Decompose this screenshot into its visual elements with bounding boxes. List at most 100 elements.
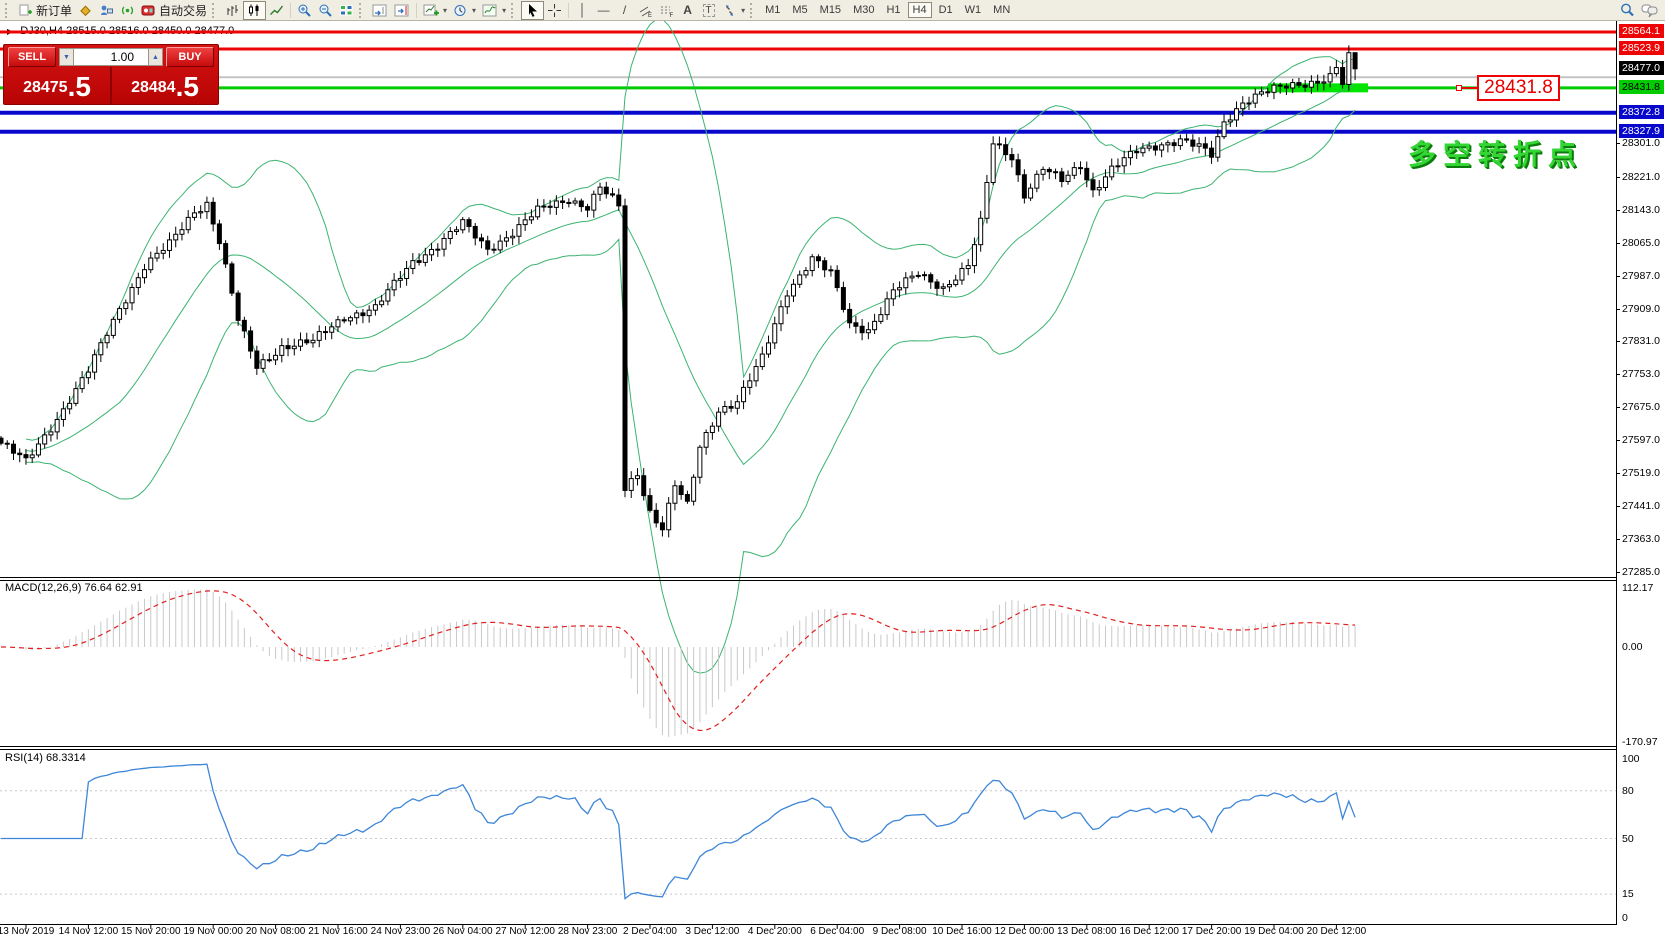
- turning-point-annotation[interactable]: 多空转折点: [1407, 139, 1583, 170]
- toolbar-grip[interactable]: [750, 2, 755, 18]
- fibonacci-button[interactable]: F: [656, 1, 677, 20]
- trendline-icon: /: [622, 3, 627, 17]
- price-tick-mark: [1617, 242, 1620, 244]
- zoom-in-icon: [298, 4, 311, 17]
- sell-price-decimal: .5: [67, 71, 91, 102]
- toolbar-grip[interactable]: [359, 2, 364, 18]
- tile-windows-icon: [340, 4, 353, 15]
- volume-increase-button[interactable]: ▲: [148, 48, 163, 66]
- svg-text:E: E: [648, 13, 652, 18]
- periodicity-button[interactable]: ▾: [450, 1, 479, 20]
- sell-price-main: 28475: [23, 79, 68, 96]
- time-axis-label: 17 Dec 20:00: [1181, 926, 1242, 937]
- price-tick-mark: [1617, 341, 1620, 343]
- price-callout-anchor: [1456, 84, 1462, 91]
- cursor-icon: [529, 3, 538, 17]
- tab-timeframe-M30[interactable]: M30: [853, 4, 875, 16]
- time-axis-label: 4 Dec 20:00: [747, 926, 802, 937]
- crosshair-icon: [548, 3, 562, 17]
- price-axis[interactable]: 28301.0 28221.0 28143.0 28065.0 27987.0 27909…: [1617, 21, 1665, 924]
- new-chart-icon: [423, 4, 440, 15]
- depth-of-market-button[interactable]: [75, 1, 96, 20]
- new-order-icon: [19, 4, 32, 15]
- rsi-scale-label: 15: [1622, 888, 1634, 901]
- text-icon: A: [683, 3, 692, 17]
- price-tick-label: 28143.0: [1622, 203, 1660, 216]
- vertical-line-icon: │: [578, 3, 587, 17]
- sell-button[interactable]: SELL: [8, 47, 56, 67]
- trendline-button[interactable]: /: [614, 1, 635, 20]
- time-axis-label: 6 Dec 04:00: [810, 926, 865, 937]
- price-tick-mark: [1617, 539, 1620, 541]
- horizontal-line-icon: —: [597, 3, 610, 17]
- tab-timeframe-W1[interactable]: W1: [964, 4, 982, 16]
- text-button[interactable]: A: [677, 1, 698, 20]
- tab-timeframe-M5[interactable]: M5: [792, 4, 808, 16]
- bar-chart-button[interactable]: [222, 1, 243, 20]
- chart-surface[interactable]: [0, 21, 1665, 942]
- channel-button[interactable]: E: [635, 1, 656, 20]
- volume-decrease-button[interactable]: ▼: [59, 48, 74, 66]
- buy-button[interactable]: BUY: [166, 47, 214, 67]
- zoom-in-button[interactable]: [294, 1, 315, 20]
- tab-timeframe-M1[interactable]: M1: [765, 4, 781, 16]
- price-tick-mark: [1617, 374, 1620, 376]
- zoom-out-icon: [319, 4, 332, 17]
- arrows-button[interactable]: ▾: [719, 1, 748, 20]
- new-order-button[interactable]: 新订单: [15, 1, 75, 20]
- rsi-scale-label: 100: [1622, 753, 1640, 765]
- search-button[interactable]: [1616, 1, 1638, 20]
- volume-input[interactable]: 1.00: [74, 48, 148, 66]
- time-axis-label: 9 Dec 08:00: [872, 926, 927, 937]
- timeframe-group: M1 M5 M15 M30 H1 H4 D1 W1 MN: [760, 2, 1015, 18]
- time-axis-label: 15 Nov 20:00: [121, 926, 181, 937]
- price-tick-label: 28301.0: [1622, 137, 1660, 150]
- chat-icon: [1641, 4, 1658, 18]
- cursor-button[interactable]: [521, 0, 545, 20]
- vertical-line-button[interactable]: │: [572, 1, 593, 20]
- templates-button[interactable]: ▾: [479, 1, 509, 20]
- tab-timeframe-H1[interactable]: H1: [886, 4, 901, 16]
- price-tick-mark: [1617, 176, 1620, 178]
- volume-stepper: ▼ 1.00 ▲: [59, 48, 163, 66]
- price-tick-label: 28221.0: [1622, 170, 1660, 183]
- tab-timeframe-D1[interactable]: D1: [938, 4, 953, 16]
- price-badge-red: 28523.9: [1619, 40, 1664, 55]
- new-order-label: 新订单: [36, 3, 73, 18]
- caret-down-icon: ▾: [502, 5, 507, 15]
- sell-price[interactable]: 28475.5: [4, 67, 110, 104]
- time-axis-label: 24 Nov 23:00: [370, 926, 431, 937]
- autotrading-button[interactable]: 自动交易: [138, 1, 210, 20]
- tab-timeframe-MN[interactable]: MN: [993, 4, 1011, 16]
- toolbar-grip[interactable]: [212, 2, 217, 18]
- tab-timeframe-H4[interactable]: H4: [907, 2, 932, 18]
- autotrading-label: 自动交易: [159, 3, 208, 18]
- autoscroll-button[interactable]: [369, 1, 391, 20]
- time-axis-label: 19 Nov 00:00: [183, 926, 243, 937]
- buy-price-main: 28484: [131, 79, 176, 96]
- new-chart-button[interactable]: ▾: [420, 1, 450, 20]
- tab-timeframe-M15[interactable]: M15: [819, 4, 842, 16]
- signal-icon: [121, 6, 134, 14]
- chat-button[interactable]: [1638, 1, 1662, 20]
- toolbar-grip[interactable]: [5, 2, 10, 18]
- price-callout-label[interactable]: 28431.8: [1477, 74, 1560, 101]
- candlestick-chart-button[interactable]: [243, 0, 267, 20]
- time-axis[interactable]: 13 Nov 2019 14 Nov 12:00 15 Nov 20:00 19 No…: [0, 926, 1665, 942]
- template-icon: [482, 4, 497, 16]
- crosshair-button[interactable]: [544, 1, 565, 20]
- price-tick-label: 27363.0: [1622, 533, 1660, 546]
- price-tick-label: 27831.0: [1622, 335, 1660, 348]
- clock-icon: [454, 4, 466, 16]
- tile-windows-button[interactable]: [336, 1, 357, 20]
- line-chart-button[interactable]: [266, 1, 287, 20]
- profiles-button[interactable]: [96, 1, 117, 20]
- horizontal-line-button[interactable]: —: [593, 1, 614, 20]
- chart-shift-button[interactable]: [391, 1, 413, 20]
- buy-price-decimal: .5: [175, 71, 199, 102]
- signals-button[interactable]: [117, 1, 138, 20]
- text-label-button[interactable]: T: [698, 1, 719, 20]
- zoom-out-button[interactable]: [315, 1, 336, 20]
- toolbar-grip[interactable]: [511, 2, 516, 18]
- buy-price[interactable]: 28484.5: [110, 67, 218, 104]
